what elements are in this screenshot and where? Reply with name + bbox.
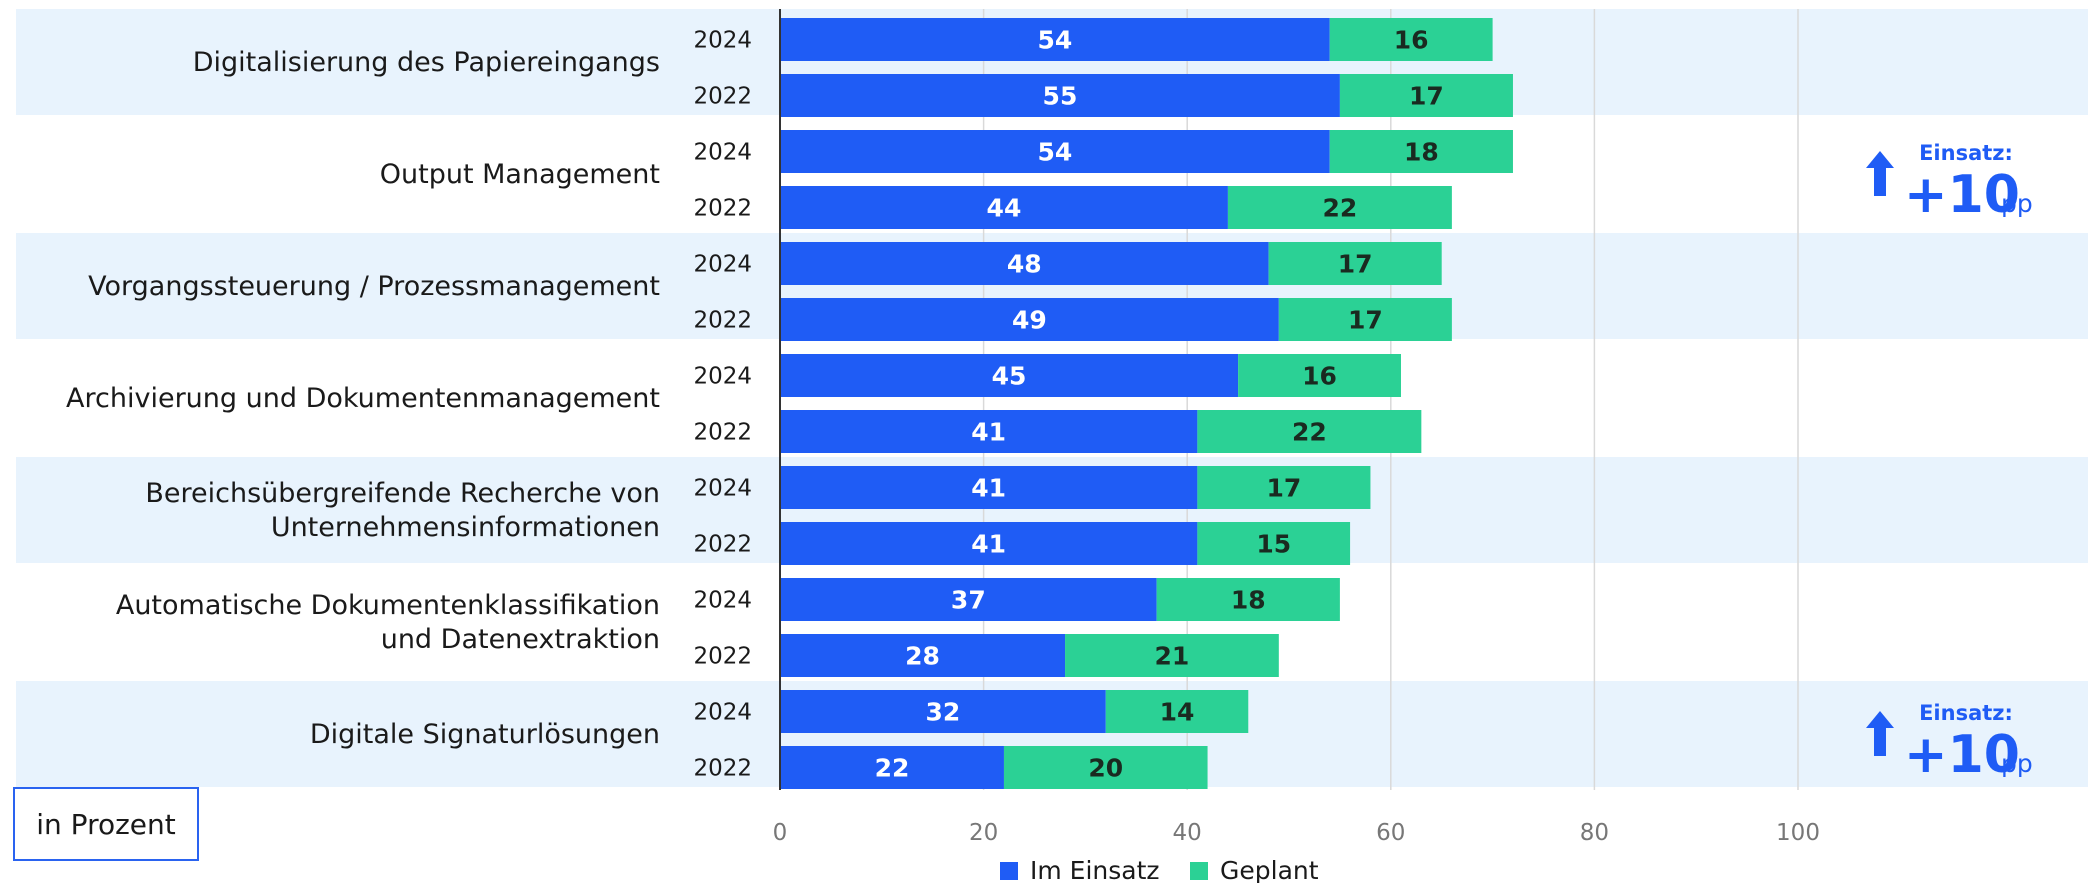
data-label: 41 — [971, 530, 1006, 559]
year-label: 2024 — [693, 252, 752, 278]
category-label: Unternehmensinformationen — [271, 512, 660, 543]
bar-geplant — [1268, 242, 1442, 285]
category-label: Vorgangssteuerung / Prozessmanagement — [88, 271, 660, 302]
x-tick-label: 60 — [1376, 820, 1405, 846]
data-label: 16 — [1302, 362, 1337, 391]
annotation-unit: pp — [2001, 189, 2033, 218]
bar-im-einsatz — [780, 18, 1330, 61]
data-label: 15 — [1256, 530, 1291, 559]
bar-geplant — [1003, 746, 1208, 789]
data-label: 44 — [987, 194, 1022, 223]
year-label: 2024 — [693, 140, 752, 166]
data-label: 28 — [905, 642, 940, 671]
year-label: 2024 — [693, 700, 752, 726]
category-label: Automatische Dokumentenklassifikation — [116, 590, 660, 621]
annotation-header: Einsatz: — [1919, 141, 2013, 165]
data-label: 55 — [1043, 82, 1078, 111]
arrow-up-icon — [1866, 711, 1894, 756]
x-tick-label: 20 — [969, 820, 998, 846]
bar-geplant — [1329, 18, 1493, 61]
year-label: 2024 — [693, 28, 752, 54]
data-label: 22 — [875, 754, 910, 783]
legend-swatch — [1190, 862, 1208, 880]
category-label: Digitalisierung des Papiereingangs — [193, 47, 660, 78]
year-label: 2024 — [693, 588, 752, 614]
bar-geplant — [1156, 578, 1340, 621]
data-label: 17 — [1409, 82, 1444, 111]
bar-geplant — [1197, 410, 1422, 453]
bar-im-einsatz — [780, 746, 1004, 789]
data-label: 49 — [1012, 306, 1047, 335]
year-label: 2022 — [693, 532, 752, 558]
bar-im-einsatz — [780, 186, 1228, 229]
year-label: 2022 — [693, 196, 752, 222]
legend-swatch — [1000, 862, 1018, 880]
data-label: 16 — [1394, 26, 1429, 55]
data-label: 18 — [1404, 138, 1439, 167]
data-label: 17 — [1338, 250, 1373, 279]
bar-im-einsatz — [780, 690, 1106, 733]
x-tick-label: 40 — [1173, 820, 1202, 846]
legend-label: Geplant — [1220, 856, 1319, 883]
annotation-value: +10 — [1904, 165, 2020, 225]
bar-im-einsatz — [780, 522, 1198, 565]
bar-geplant — [1105, 690, 1249, 733]
year-label: 2024 — [693, 364, 752, 390]
annotation-header: Einsatz: — [1919, 701, 2013, 725]
bar-geplant — [1197, 522, 1351, 565]
bar-geplant — [1227, 186, 1452, 229]
data-label: 22 — [1323, 194, 1358, 223]
data-label: 14 — [1160, 698, 1195, 727]
category-label: Digitale Signaturlösungen — [310, 719, 660, 750]
year-label: 2022 — [693, 420, 752, 446]
bar-im-einsatz — [780, 74, 1340, 117]
annotation-unit: pp — [2001, 749, 2033, 778]
bar-geplant — [1065, 634, 1279, 677]
bar-im-einsatz — [780, 298, 1279, 341]
data-label: 17 — [1348, 306, 1383, 335]
data-label: 48 — [1007, 250, 1042, 279]
bar-im-einsatz — [780, 634, 1066, 677]
data-label: 41 — [971, 474, 1006, 503]
category-label: Bereichsübergreifende Recherche von — [145, 478, 660, 509]
x-tick-label: 80 — [1580, 820, 1609, 846]
bar-im-einsatz — [780, 242, 1269, 285]
data-label: 22 — [1292, 418, 1327, 447]
year-label: 2024 — [693, 476, 752, 502]
bar-geplant — [1278, 298, 1452, 341]
data-label: 17 — [1267, 474, 1302, 503]
year-label: 2022 — [693, 756, 752, 782]
bar-im-einsatz — [780, 578, 1157, 621]
unit-label: in Prozent — [13, 787, 199, 861]
year-label: 2022 — [693, 308, 752, 334]
data-label: 37 — [951, 586, 986, 615]
data-label: 32 — [925, 698, 960, 727]
bar-geplant — [1339, 74, 1513, 117]
bar-im-einsatz — [780, 410, 1198, 453]
bar-geplant — [1197, 466, 1371, 509]
data-label: 18 — [1231, 586, 1266, 615]
bar-im-einsatz — [780, 466, 1198, 509]
data-label: 41 — [971, 418, 1006, 447]
year-label: 2022 — [693, 644, 752, 670]
data-label: 54 — [1037, 138, 1072, 167]
category-label: und Datenextraktion — [381, 624, 660, 655]
bar-im-einsatz — [780, 354, 1239, 397]
arrow-up-icon — [1866, 151, 1894, 196]
bar-geplant — [1238, 354, 1401, 397]
data-label: 54 — [1037, 26, 1072, 55]
data-label: 21 — [1155, 642, 1190, 671]
x-tick-label: 100 — [1776, 820, 1820, 846]
year-label: 2022 — [693, 84, 752, 110]
data-label: 45 — [992, 362, 1027, 391]
bar-geplant — [1329, 130, 1513, 173]
annotation-value: +10 — [1904, 725, 2020, 785]
data-label: 20 — [1088, 754, 1123, 783]
legend-label: Im Einsatz — [1030, 856, 1160, 883]
category-label: Archivierung und Dokumentenmanagement — [66, 383, 660, 414]
bar-im-einsatz — [780, 130, 1330, 173]
x-tick-label: 0 — [773, 820, 788, 846]
category-label: Output Management — [380, 159, 660, 190]
